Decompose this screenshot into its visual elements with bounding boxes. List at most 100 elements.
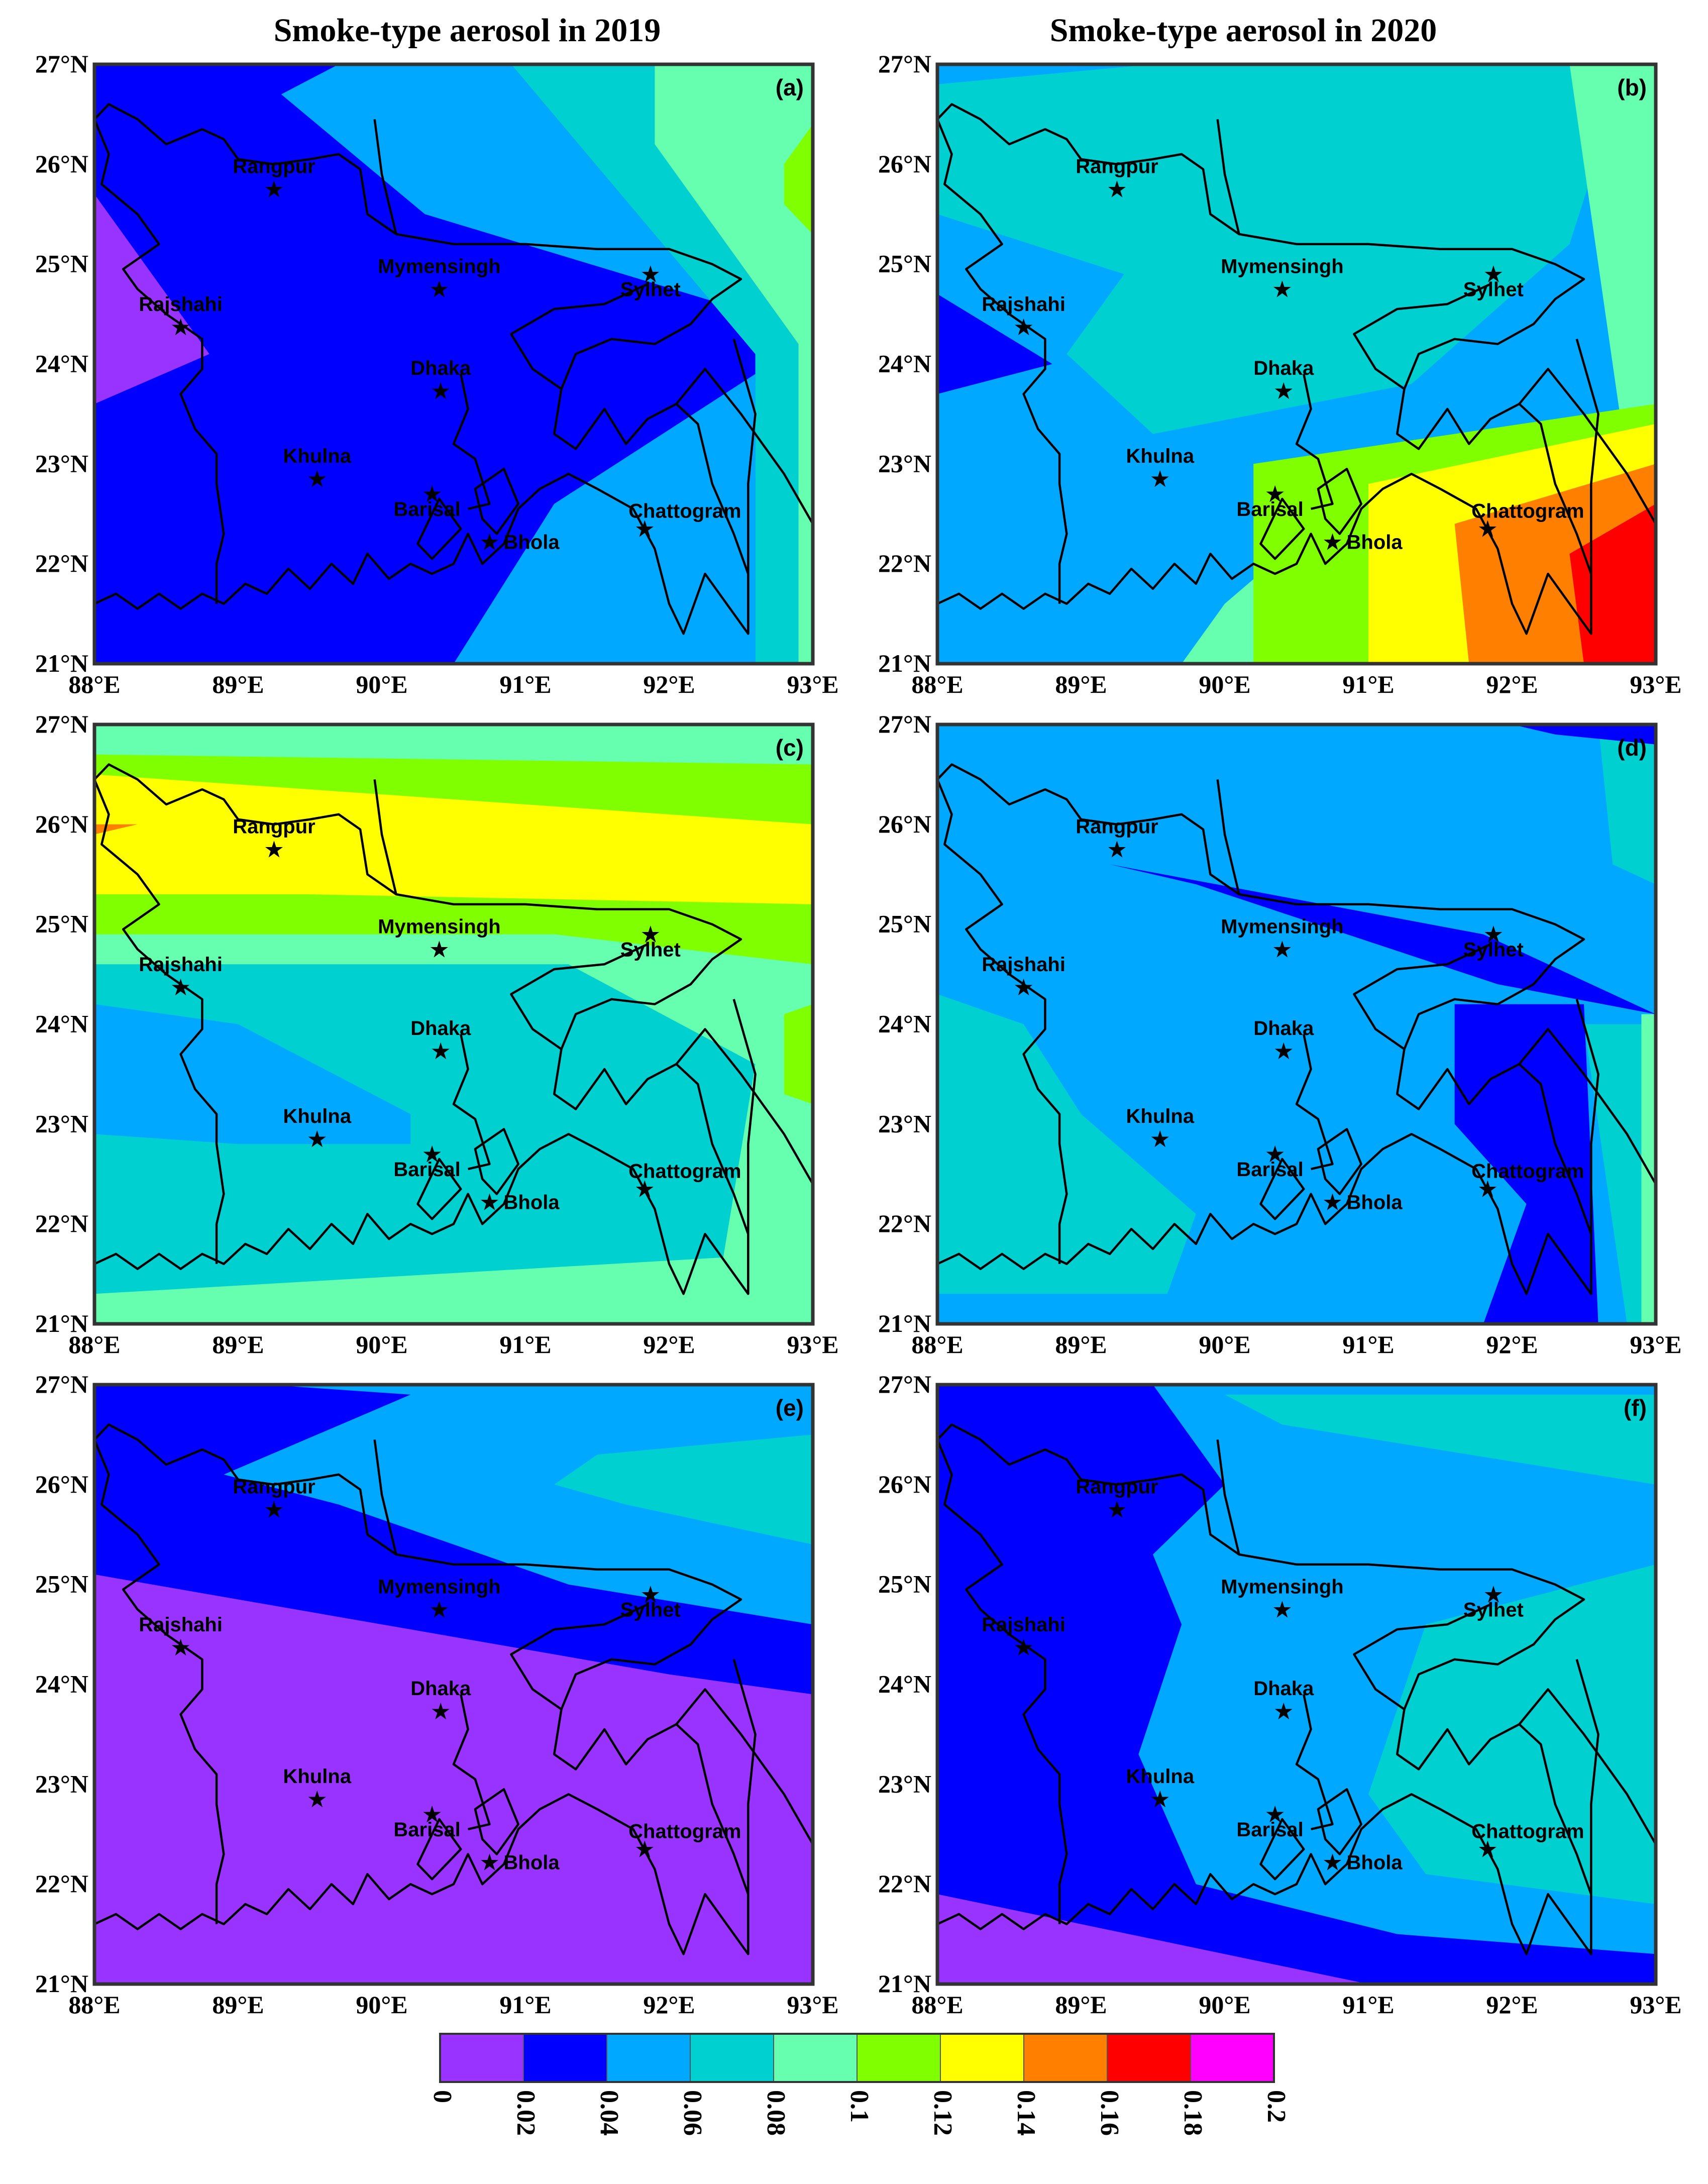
panel-frame bbox=[92, 1383, 815, 1986]
lat-tick-label: 23°N bbox=[878, 1770, 931, 1798]
lat-tick-label: 27°N bbox=[878, 710, 931, 738]
city-star-icon: ★ bbox=[634, 1837, 655, 1862]
lat-tick-label: 23°N bbox=[878, 449, 931, 477]
aerosol-contour-region bbox=[554, 1434, 813, 1545]
lon-tick-label: 92°E bbox=[643, 670, 695, 698]
border-line bbox=[937, 1439, 1068, 1924]
river-line bbox=[452, 1033, 491, 1170]
city-star-icon: ★ bbox=[421, 1802, 442, 1827]
lon-tick-label: 88°E bbox=[911, 1330, 963, 1359]
border-line bbox=[1575, 1659, 1599, 1954]
lon-tick-label: 90°E bbox=[1199, 1330, 1250, 1359]
city-star-icon: ★ bbox=[1273, 1699, 1294, 1724]
border-line bbox=[937, 779, 1068, 1264]
lat-tick-label: 25°N bbox=[35, 910, 88, 938]
city-label: Rangpur bbox=[233, 1476, 315, 1498]
border-line bbox=[675, 1688, 813, 1845]
city-label: Khulna bbox=[283, 445, 352, 467]
city-star-icon: ★ bbox=[1013, 975, 1034, 1000]
city-star-icon: ★ bbox=[1322, 1849, 1343, 1875]
lat-tick-label: 22°N bbox=[878, 1209, 931, 1237]
city-label: Bhola bbox=[1347, 1851, 1403, 1874]
city-star-icon: ★ bbox=[421, 1141, 442, 1167]
lat-tick-label: 27°N bbox=[35, 1370, 88, 1398]
boundary-lines bbox=[94, 1423, 813, 1955]
lat-tick-label: 26°N bbox=[878, 810, 931, 838]
aerosol-contour-region bbox=[655, 64, 813, 664]
colorbar-swatch bbox=[1023, 2033, 1108, 2083]
lat-tick-label: 26°N bbox=[35, 1470, 88, 1498]
island-outline bbox=[1317, 1128, 1362, 1195]
lon-tick-label: 91°E bbox=[1342, 1991, 1394, 2019]
boundary-lines bbox=[94, 103, 813, 635]
lat-tick-label: 25°N bbox=[878, 250, 931, 278]
boundary-lines bbox=[937, 763, 1656, 1295]
border-line bbox=[1575, 339, 1599, 634]
aerosol-contour-region bbox=[784, 1004, 813, 1104]
border-line bbox=[94, 1423, 750, 1955]
lat-tick-label: 21°N bbox=[35, 1309, 88, 1337]
aerosol-contour-region bbox=[224, 1385, 813, 1625]
map-panel: 21°N 22°N 23°N 24°N 25°N 26°N 27°N 88°E 89°E 90°E… bbox=[35, 710, 839, 1359]
aerosol-field bbox=[937, 64, 1656, 664]
colorbar-swatch bbox=[523, 2033, 607, 2083]
city-label: Dhaka bbox=[410, 1017, 471, 1039]
panel-label: (c) bbox=[776, 735, 804, 761]
lon-tick-label: 89°E bbox=[1055, 1991, 1107, 2019]
boundary-lines bbox=[937, 1423, 1656, 1955]
lat-tick-label: 21°N bbox=[878, 649, 931, 677]
city-star-icon: ★ bbox=[1483, 922, 1504, 948]
city-label: Barisal bbox=[393, 1819, 460, 1841]
aerosol-contour-region bbox=[94, 194, 209, 404]
city-label: Dhaka bbox=[1253, 357, 1314, 379]
lon-tick-label: 91°E bbox=[1342, 670, 1394, 698]
city-star-icon: ★ bbox=[1107, 837, 1127, 863]
lon-tick-label: 92°E bbox=[1486, 670, 1538, 698]
city-label: Sylhet bbox=[1463, 1599, 1524, 1621]
map-panel: 21°N 22°N 23°N 24°N 25°N 26°N 27°N 88°E 89°E 90°E… bbox=[35, 50, 839, 698]
border-line bbox=[1518, 1688, 1656, 1845]
lat-tick-label: 21°N bbox=[35, 649, 88, 677]
lon-tick-label: 89°E bbox=[1055, 670, 1107, 698]
border-line bbox=[937, 1423, 1592, 1955]
city-label: Sylhet bbox=[1463, 939, 1524, 961]
lat-tick-label: 24°N bbox=[35, 350, 88, 378]
city-label: Barisal bbox=[393, 498, 460, 521]
city-star-icon: ★ bbox=[264, 177, 284, 202]
aerosol-contour-region bbox=[1641, 1014, 1656, 1324]
city-star-icon: ★ bbox=[307, 1787, 328, 1812]
city-label: Chattogram bbox=[628, 1161, 741, 1183]
city-star-icon: ★ bbox=[1483, 262, 1504, 287]
city-star-icon: ★ bbox=[634, 1177, 655, 1202]
lat-tick-label: 26°N bbox=[35, 150, 88, 178]
city-label: Sylhet bbox=[620, 939, 681, 961]
map-panels: 21°N 22°N 23°N 24°N 25°N 26°N 27°N 88°E 89°E 90°E… bbox=[35, 50, 1682, 2019]
aerosol-contour-region bbox=[1225, 1394, 1656, 1485]
city-star-icon: ★ bbox=[1273, 378, 1294, 404]
city-star-icon: ★ bbox=[479, 1849, 500, 1875]
lat-tick-label: 27°N bbox=[35, 710, 88, 738]
aerosol-contour-region bbox=[1512, 724, 1656, 745]
border-line bbox=[1216, 1439, 1240, 1555]
city-label: Mymensingh bbox=[1221, 1576, 1343, 1598]
city-star-icon: ★ bbox=[170, 1635, 191, 1660]
lat-tick-label: 25°N bbox=[35, 250, 88, 278]
border-line bbox=[1216, 119, 1240, 235]
lon-tick-label: 91°E bbox=[499, 1330, 551, 1359]
city-label: Rangpur bbox=[1076, 1476, 1158, 1498]
lon-tick-label: 88°E bbox=[68, 670, 120, 698]
city-label: Sylhet bbox=[620, 1599, 681, 1621]
border-line bbox=[1216, 779, 1240, 895]
city-label: Dhaka bbox=[1253, 1678, 1314, 1700]
lon-tick-label: 89°E bbox=[212, 1991, 264, 2019]
city-label: Chattogram bbox=[1471, 1161, 1584, 1183]
colorbar-tick-label: 0.02 bbox=[511, 2090, 540, 2136]
border-line bbox=[937, 763, 1592, 1295]
city-label: Mymensingh bbox=[378, 915, 500, 938]
lat-tick-label: 23°N bbox=[35, 1109, 88, 1137]
lon-tick-label: 90°E bbox=[356, 1330, 407, 1359]
city-label: Rajshahi bbox=[139, 293, 223, 316]
city-star-icon: ★ bbox=[1264, 481, 1285, 507]
lat-tick-label: 25°N bbox=[878, 910, 931, 938]
